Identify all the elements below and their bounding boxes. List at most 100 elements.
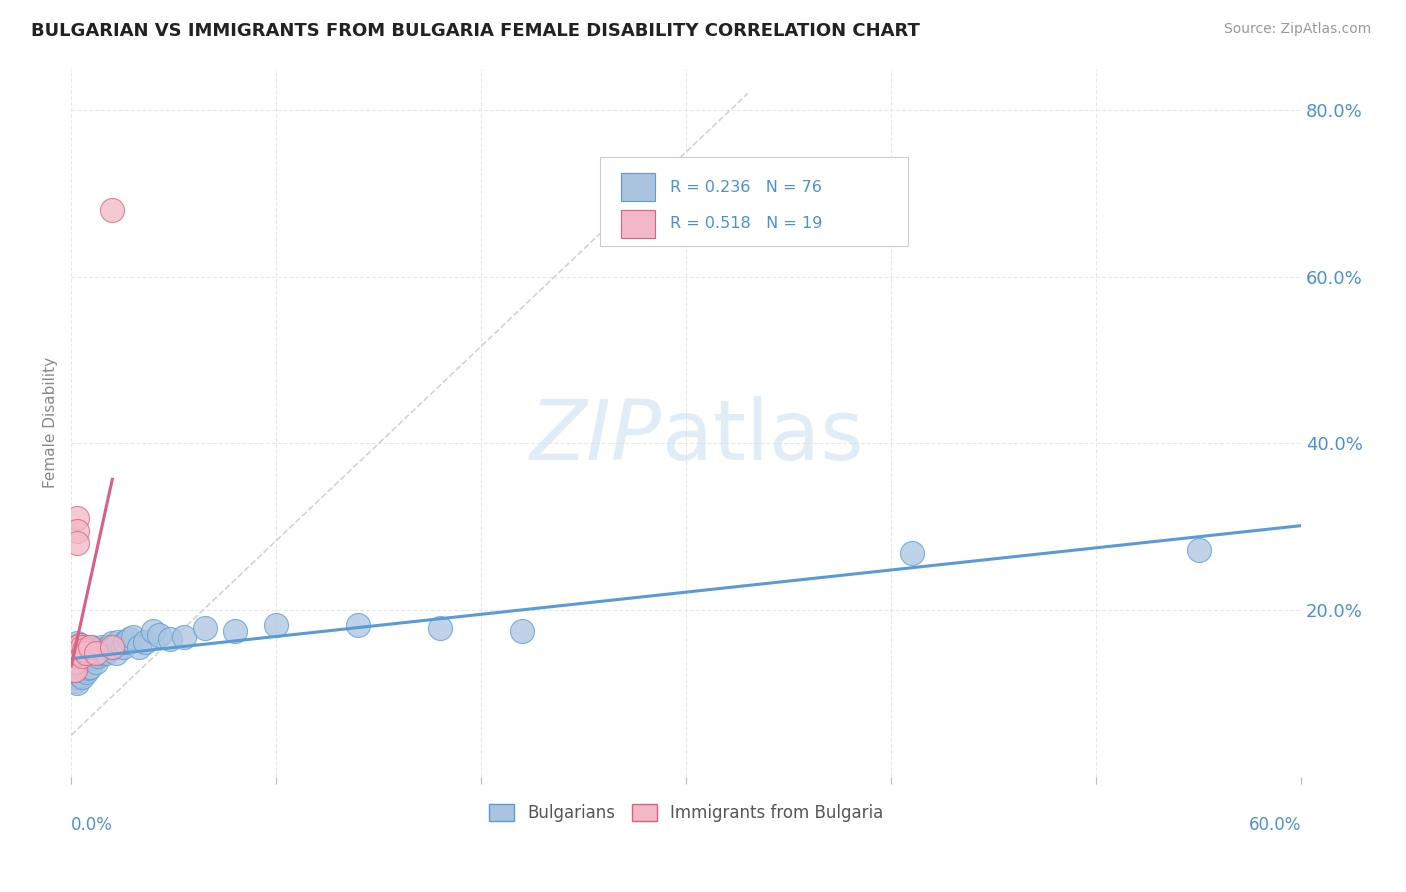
Point: [83, 643, 105, 657]
Point: [101, 203, 124, 218]
Point: [510, 624, 533, 638]
Point: [66, 670, 89, 684]
Point: [65, 655, 87, 669]
Point: [84, 646, 107, 660]
Point: [62, 646, 84, 660]
Point: [1188, 543, 1211, 558]
Point: [118, 632, 141, 647]
Point: [75, 643, 97, 657]
Point: [79, 651, 101, 665]
Point: [266, 618, 288, 632]
Bar: [621, 173, 655, 202]
Point: [65, 659, 87, 673]
Point: [72, 646, 94, 660]
Point: [70, 640, 93, 655]
Point: [66, 524, 89, 538]
Point: [62, 663, 84, 677]
Point: [70, 670, 93, 684]
Point: [75, 657, 97, 672]
Point: [66, 511, 89, 525]
Point: [107, 634, 129, 648]
Point: [65, 673, 87, 688]
Point: [66, 536, 89, 550]
Point: [62, 657, 84, 672]
Point: [70, 661, 93, 675]
Point: [87, 648, 110, 663]
Point: [80, 648, 103, 663]
Point: [69, 659, 91, 673]
Point: [62, 655, 84, 669]
Point: [66, 636, 89, 650]
Point: [429, 621, 451, 635]
Point: [84, 646, 107, 660]
Point: [72, 655, 94, 669]
Point: [101, 636, 124, 650]
Point: [69, 638, 91, 652]
Point: [69, 646, 91, 660]
Text: 60.0%: 60.0%: [1249, 815, 1301, 833]
Point: [65, 643, 87, 657]
Point: [76, 653, 98, 667]
Point: [91, 640, 114, 655]
Y-axis label: Female Disability: Female Disability: [44, 357, 58, 488]
Point: [65, 670, 87, 684]
Text: R = 0.518   N = 19: R = 0.518 N = 19: [671, 216, 823, 231]
Point: [75, 650, 97, 665]
Point: [101, 640, 124, 655]
Point: [96, 646, 118, 660]
Point: [111, 640, 134, 655]
Text: Source: ZipAtlas.com: Source: ZipAtlas.com: [1223, 22, 1371, 37]
Point: [103, 640, 125, 655]
Point: [159, 632, 181, 647]
Point: [105, 646, 128, 660]
Text: ZIP: ZIP: [530, 396, 662, 477]
Point: [193, 621, 215, 635]
Point: [65, 655, 87, 669]
Point: [72, 643, 94, 657]
Point: [76, 646, 98, 660]
Point: [224, 624, 246, 638]
Text: BULGARIAN VS IMMIGRANTS FROM BULGARIA FEMALE DISABILITY CORRELATION CHART: BULGARIAN VS IMMIGRANTS FROM BULGARIA FE…: [31, 22, 920, 40]
Text: atlas: atlas: [662, 396, 863, 477]
Point: [347, 618, 370, 632]
Point: [134, 634, 156, 648]
Point: [69, 646, 91, 660]
Point: [70, 647, 93, 661]
Point: [66, 676, 89, 690]
Point: [900, 546, 922, 560]
Point: [75, 646, 97, 660]
Point: [75, 665, 97, 680]
Point: [69, 638, 91, 652]
Point: [128, 640, 150, 655]
Point: [80, 640, 103, 655]
Point: [84, 655, 107, 669]
Point: [65, 665, 87, 680]
Point: [72, 640, 94, 655]
Point: [69, 653, 91, 667]
Point: [173, 630, 195, 644]
Point: [70, 640, 93, 655]
Point: [89, 646, 111, 660]
Point: [97, 640, 120, 655]
Bar: [621, 210, 655, 238]
Point: [65, 648, 87, 663]
Point: [62, 663, 84, 677]
FancyBboxPatch shape: [600, 157, 908, 245]
Text: 0.0%: 0.0%: [72, 815, 114, 833]
Point: [70, 655, 93, 669]
Point: [114, 634, 136, 648]
Point: [66, 650, 89, 665]
Point: [70, 648, 93, 663]
Point: [62, 646, 84, 660]
Point: [76, 661, 98, 675]
Point: [66, 657, 89, 672]
Point: [79, 640, 101, 655]
Point: [62, 653, 84, 667]
Point: [142, 624, 165, 638]
Point: [148, 628, 170, 642]
Legend: Bulgarians, Immigrants from Bulgaria: Bulgarians, Immigrants from Bulgaria: [482, 797, 890, 829]
Point: [93, 645, 115, 659]
Text: R = 0.236   N = 76: R = 0.236 N = 76: [671, 179, 823, 194]
Point: [65, 646, 87, 660]
Point: [66, 645, 89, 659]
